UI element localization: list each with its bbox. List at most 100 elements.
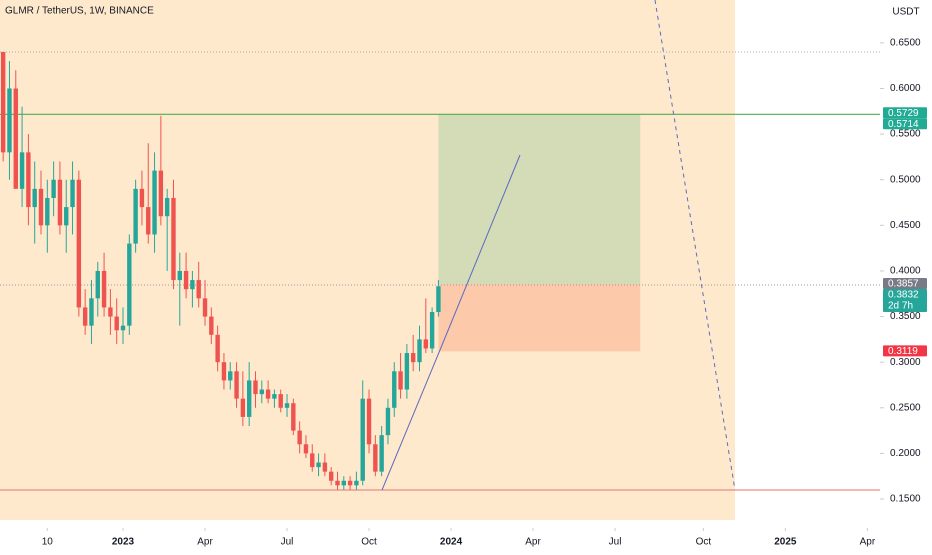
candle-body	[70, 179, 75, 208]
candle-body	[436, 286, 441, 312]
candle-body	[120, 325, 126, 331]
candle-body	[410, 353, 416, 363]
candle-body	[146, 207, 151, 235]
price-label: 0.3857	[888, 279, 919, 290]
price-label-box	[883, 118, 927, 130]
x-tick-label: 10	[42, 537, 54, 548]
candle-body	[164, 197, 170, 217]
candle-body	[347, 480, 353, 486]
candle-body	[82, 307, 88, 326]
price-axis	[880, 0, 932, 550]
countdown: 2d 7h	[888, 301, 913, 312]
candle-body	[202, 298, 208, 317]
x-tick-label: Apr	[525, 537, 541, 548]
candle-body	[423, 339, 429, 349]
candle-body	[177, 270, 182, 281]
y-tick-label: 0.3000	[890, 357, 921, 368]
y-tick-label: 0.5500	[890, 129, 921, 140]
y-tick-label: 0.6500	[890, 38, 921, 49]
candle-body	[373, 444, 378, 472]
candle-body	[322, 462, 328, 472]
candle-body	[272, 394, 277, 399]
y-tick-label: 0.6000	[890, 83, 921, 94]
candle-body	[13, 88, 18, 189]
candle-body	[284, 403, 290, 408]
candle-body	[183, 270, 189, 290]
candle-body	[253, 380, 258, 395]
chart-title: GLMR / TetherUS, 1W, BINANCE	[5, 6, 154, 17]
y-tick-label: 0.4000	[890, 266, 921, 277]
candle-body	[133, 188, 138, 244]
candle-body	[108, 307, 113, 317]
candle-body	[127, 243, 132, 326]
y-tick-label: 0.3500	[890, 311, 921, 322]
candle-body	[234, 371, 239, 399]
candle-body	[95, 270, 100, 299]
candle-body	[0, 52, 6, 153]
candle-body	[354, 480, 359, 486]
candle-body	[32, 188, 37, 208]
candle-body	[429, 312, 435, 349]
candle-body	[385, 407, 391, 436]
x-tick-label: Jul	[609, 537, 622, 548]
candle-body	[171, 197, 176, 281]
candle-body	[335, 480, 340, 486]
y-tick-label: 0.2000	[890, 448, 921, 459]
candle-body	[316, 462, 321, 468]
price-label-box	[883, 107, 927, 119]
price-label: 0.5714	[888, 119, 919, 130]
y-tick-label: 0.4500	[890, 220, 921, 231]
candle-body	[228, 371, 233, 381]
candle-body	[265, 389, 271, 399]
profit-zone	[438, 114, 641, 284]
candle-body	[38, 188, 44, 226]
candle-body	[417, 339, 422, 363]
candle-body	[209, 316, 214, 335]
x-tick-label: 2023	[112, 537, 135, 548]
candle-body	[51, 179, 56, 198]
candle-body	[101, 270, 107, 308]
y-tick-label: 0.5000	[890, 174, 921, 185]
candle-body	[310, 453, 315, 468]
x-tick-label: Jul	[281, 537, 294, 548]
loss-zone	[438, 283, 641, 352]
candle-body	[341, 480, 346, 486]
candle-body	[240, 398, 246, 417]
y-tick-label: 0.1500	[890, 494, 921, 505]
y-tick-label: 0.2500	[890, 402, 921, 413]
candle-body	[64, 207, 69, 226]
x-tick-label: Apr	[197, 537, 213, 548]
candle-body	[291, 403, 296, 431]
candle-body	[221, 362, 227, 381]
time-axis	[0, 528, 880, 550]
price-label-box	[883, 288, 927, 312]
candle-body	[190, 280, 195, 290]
candle-body	[278, 394, 283, 408]
candle-body	[360, 398, 365, 481]
candle-body	[139, 188, 145, 208]
candle-body	[76, 179, 82, 308]
candle-body	[57, 179, 63, 226]
price-label-box	[883, 277, 927, 289]
price-label: 0.3832	[888, 290, 919, 301]
candle-body	[114, 316, 119, 331]
candle-body	[89, 298, 94, 326]
price-label: 0.5729	[888, 108, 919, 119]
candle-body	[246, 380, 252, 417]
candle-body	[297, 430, 302, 445]
x-tick-label: 2024	[440, 537, 463, 548]
currency: USDT	[892, 7, 919, 18]
candle-body	[404, 353, 410, 390]
candle-body	[392, 371, 397, 408]
price-label: 0.3119	[888, 346, 918, 357]
trend-line	[381, 349, 441, 491]
x-tick-label: Oct	[361, 537, 377, 548]
dashed-line	[654, 0, 736, 491]
candle-body	[196, 280, 201, 299]
x-tick-label: Apr	[860, 537, 876, 548]
x-tick-label: Oct	[696, 537, 712, 548]
candle-body	[259, 389, 264, 395]
candle-body	[152, 170, 157, 235]
candle-body	[26, 152, 31, 208]
